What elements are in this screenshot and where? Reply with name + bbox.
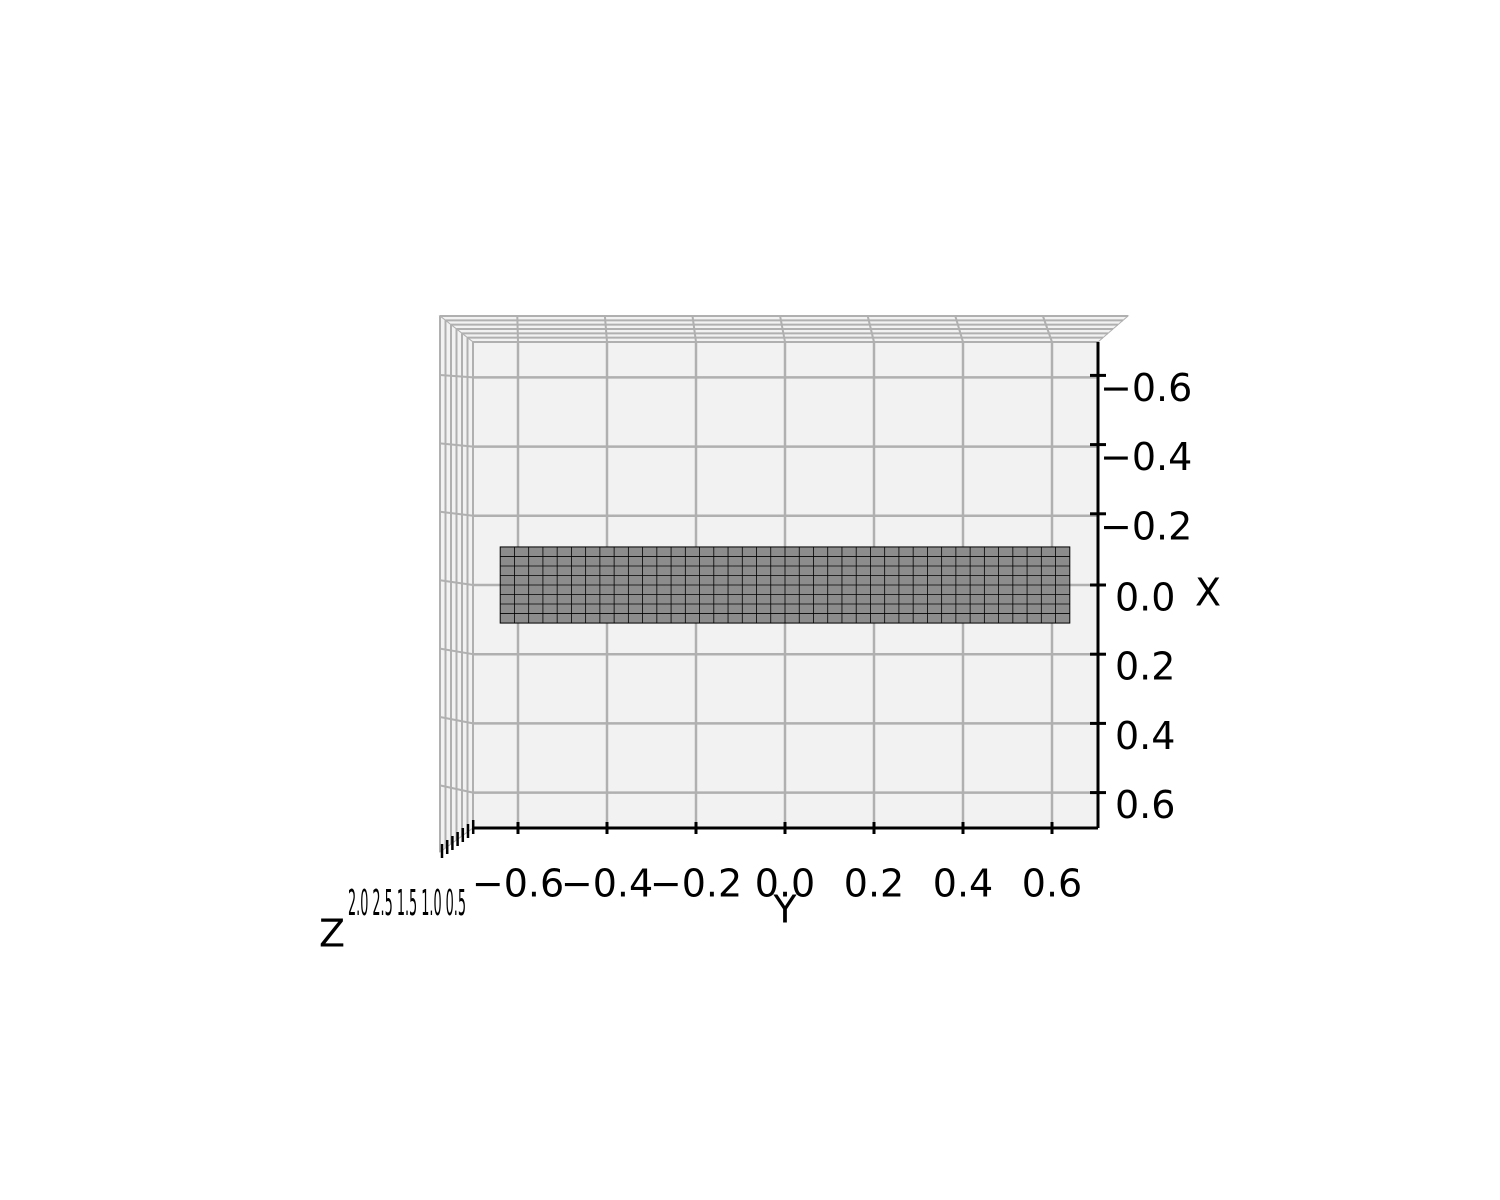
- grid-line-y-top: [603, 315, 608, 343]
- axis-labels: X Y Z 2.0 2.5 1.5 1.0 0.5: [319, 571, 1221, 956]
- grid-line-y-top: [516, 315, 519, 343]
- grid-line-x-side: [439, 442, 474, 448]
- grid-line-x-side: [439, 647, 474, 656]
- x-tick-label: −0.4: [1100, 435, 1192, 479]
- y-tick-label: 0.6: [1022, 862, 1082, 906]
- y-axis-label: Y: [772, 888, 797, 932]
- surface-mesh: [499, 546, 1071, 624]
- grid-line-y-top: [954, 315, 964, 343]
- x-tick-label: −0.6: [1100, 366, 1192, 410]
- x-tick-label: 0.6: [1115, 783, 1175, 827]
- grid-line-y-top: [866, 315, 875, 343]
- grid-line-x-side: [439, 716, 474, 725]
- x-axis-label: X: [1195, 571, 1221, 615]
- grid-line-y-top: [779, 315, 786, 343]
- x-tick-label: 0.0: [1115, 576, 1175, 620]
- y-tick-label: −0.6: [472, 862, 564, 906]
- grid-line-y-top: [1041, 315, 1053, 343]
- z-tick-labels: 2.0 2.5 1.5 1.0 0.5: [348, 883, 466, 924]
- y-axis-ticks: −0.6−0.4−0.2 0.0 0.2 0.4 0.6: [472, 822, 1082, 906]
- y-tick-label: −0.2: [650, 862, 742, 906]
- y-tick-label: 0.0: [755, 862, 815, 906]
- x-tick-label: −0.2: [1100, 504, 1192, 548]
- x-tick-label: 0.2: [1115, 645, 1175, 689]
- y-tick-label: 0.2: [844, 862, 904, 906]
- grid-line-x-side: [439, 579, 474, 586]
- x-tick-label: 0.4: [1115, 714, 1175, 758]
- y-tick-label: −0.4: [561, 862, 653, 906]
- z-axis-ticks: [440, 820, 475, 858]
- grid-line-x-side: [439, 510, 474, 517]
- grid-line-y-top: [691, 315, 697, 343]
- z-axis-label: Z: [319, 912, 345, 956]
- grid-line-x-side: [439, 374, 474, 379]
- grid-line-x-side: [439, 784, 474, 794]
- x-axis-ticks: −0.6 −0.4 −0.2 0.0 0.2 0.4 0.6: [1090, 366, 1192, 827]
- y-tick-label: 0.4: [933, 862, 993, 906]
